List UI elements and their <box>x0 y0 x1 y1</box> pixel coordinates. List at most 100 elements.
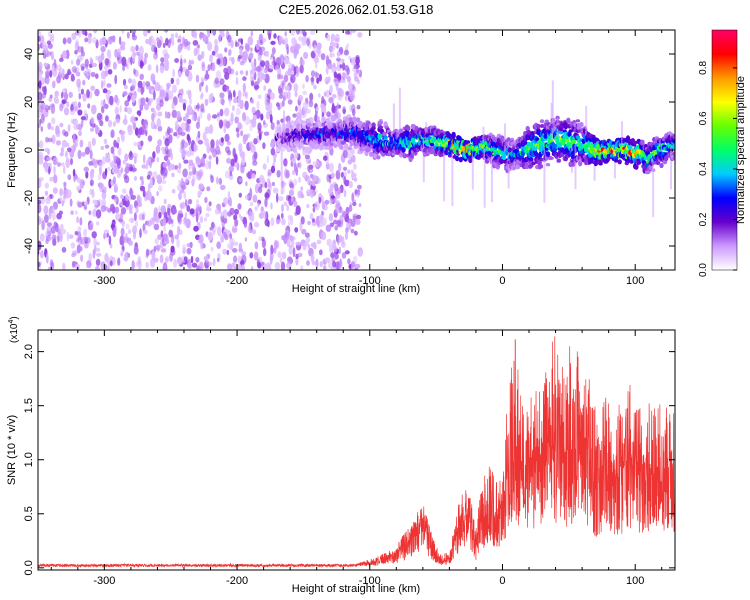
spectrogram-signal-cell <box>429 142 435 147</box>
spectrogram-noise-cell <box>294 151 299 160</box>
spectrogram-noise-cell <box>100 45 106 53</box>
spectrogram-noise-cell <box>278 36 284 42</box>
spectrogram-noise-cell <box>193 47 198 57</box>
spectrogram-noise-cell <box>153 90 156 101</box>
spectrogram-noise-cell <box>312 161 316 167</box>
spectrogram-noise-cell <box>233 98 238 104</box>
spectrogram-noise-cell <box>131 164 136 173</box>
spectrogram-noise-cell <box>101 191 107 200</box>
spectrogram-noise-cell <box>253 251 259 261</box>
spectrogram-noise-cell <box>233 241 239 246</box>
spectrogram-noise-cell <box>91 231 97 239</box>
spectrogram-noise-cell <box>335 209 341 214</box>
spectrogram-noise-cell <box>70 73 75 82</box>
spectrogram-noise-cell <box>127 95 131 102</box>
spectrogram-noise-cell <box>250 30 254 37</box>
spectrogram-noise-cell <box>156 157 160 163</box>
spectrogram-signal-cell <box>555 134 560 140</box>
spectrogram-noise-cell <box>178 179 182 186</box>
spectrogram-noise-cell <box>139 104 144 112</box>
spectrogram-noise-cell <box>131 260 135 270</box>
spectrogram-noise-cell <box>156 190 160 197</box>
spectrogram-noise-cell <box>41 41 47 50</box>
spectrogram-noise-cell <box>154 238 159 245</box>
spectrogram-noise-cell <box>183 142 189 147</box>
spectrogram-noise-cell <box>214 39 218 46</box>
spectrogram-noise-cell <box>168 164 173 169</box>
spectrogram-noise-cell <box>249 189 253 199</box>
spectrogram-noise-cell <box>49 194 54 200</box>
colorbar-label: Normalized spectral amplitude <box>735 76 747 224</box>
spectrogram-noise-cell <box>90 71 96 78</box>
spectrogram-noise-cell <box>262 142 266 150</box>
spectrogram-noise-cell <box>92 36 97 44</box>
spectrogram-noise-cell <box>356 68 359 74</box>
spectrogram-noise-cell <box>186 247 192 255</box>
spectrogram-signal-cell <box>458 156 463 163</box>
spectrogram-noise-cell <box>122 188 127 194</box>
spectrogram-noise-cell <box>214 77 219 85</box>
spectrogram-noise-cell <box>138 45 144 56</box>
spectrogram-noise-cell <box>90 127 95 132</box>
spectrogram-noise-cell <box>214 208 220 215</box>
spectrogram-noise-cell <box>82 79 86 86</box>
colorbar-tick-label: 0.0 <box>698 263 709 277</box>
spectrogram-noise-cell <box>104 58 110 66</box>
spectrogram-noise-cell <box>84 146 90 155</box>
y-tick-label: 20 <box>23 96 35 108</box>
spectrogram-noise-cell <box>218 34 222 43</box>
spectrogram-signal-cell <box>549 156 554 160</box>
spectrogram-noise-cell <box>321 231 327 241</box>
spectrogram-noise-cell <box>135 220 139 227</box>
spectrogram-noise-cell <box>326 34 331 42</box>
spectrogram-noise-cell <box>333 239 336 245</box>
spectrogram-noise-cell <box>303 241 310 247</box>
spectrogram-noise-cell <box>231 224 237 234</box>
spectrogram-noise-cell <box>343 49 349 56</box>
spectrogram-noise-cell <box>279 87 284 96</box>
spectrogram-noise-cell <box>342 62 346 71</box>
spectrogram-noise-cell <box>47 137 53 143</box>
spectrogram-noise-cell <box>164 138 170 147</box>
spectrogram-noise-cell <box>66 157 70 162</box>
spectrogram-noise-cell <box>132 122 137 131</box>
spectrogram-noise-cell <box>281 235 286 241</box>
spectrogram-noise-cell <box>114 194 118 204</box>
spectrogram-noise-cell <box>173 258 178 268</box>
colorbar-tick-label: 0.2 <box>698 212 709 226</box>
spectrogram-noise-cell <box>150 73 156 83</box>
spectrogram-noise-cell <box>357 191 360 197</box>
spectrogram-noise-cell <box>177 44 182 54</box>
spectrogram-noise-cell <box>256 43 260 51</box>
spectrogram-noise-cell <box>62 165 66 174</box>
x-tick-label: -200 <box>226 575 248 587</box>
snr-y-multiplier: (x104) <box>8 316 20 343</box>
spectrogram-noise-cell <box>354 263 361 269</box>
spectrogram-noise-cell <box>292 113 297 118</box>
spectrogram-noise-cell <box>38 178 42 189</box>
spectrogram-noise-cell <box>186 242 192 248</box>
spectrogram-noise-cell <box>256 65 262 72</box>
spectrogram-noise-cell <box>240 215 244 222</box>
spectrogram-noise-cell <box>119 201 123 207</box>
spectrogram-noise-cell <box>261 37 267 43</box>
spectrogram-noise-cell <box>257 56 262 62</box>
spectrogram-noise-cell <box>253 81 259 91</box>
spectrogram-noise-cell <box>242 82 246 93</box>
spectrogram-noise-cell <box>188 59 192 70</box>
spectrogram-noise-cell <box>176 110 181 121</box>
spectrogram-noise-cell <box>151 112 155 122</box>
spectrogram-signal-cell <box>561 139 566 143</box>
spectrogram-noise-cell <box>348 180 353 189</box>
spectrogram-noise-cell <box>151 250 156 261</box>
spectrogram-noise-cell <box>134 155 137 165</box>
spectrogram-noise-cell <box>285 169 290 178</box>
spectrogram-noise-cell <box>189 208 195 215</box>
spectrogram-noise-cell <box>313 242 317 249</box>
snr-x-label: Height of straight line (km) <box>292 583 420 595</box>
spectrogram-noise-cell <box>117 160 121 169</box>
spectrogram-noise-cell <box>267 177 271 185</box>
spectrogram-noise-cell <box>61 68 65 78</box>
spectrogram-noise-cell <box>318 249 323 256</box>
